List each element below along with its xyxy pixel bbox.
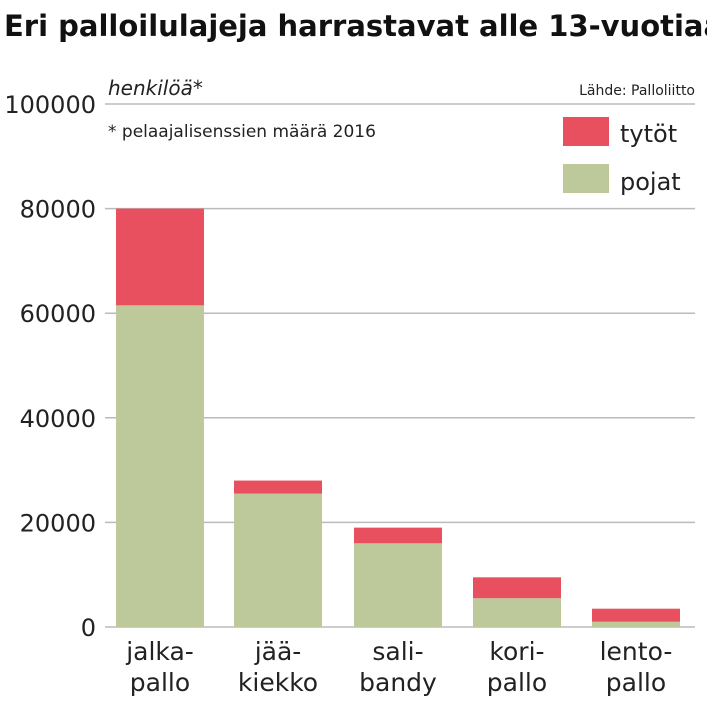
- y-tick-label: 100000: [4, 91, 96, 119]
- x-tick-label: jalka-: [125, 637, 194, 666]
- x-tick-label: lento-: [600, 637, 673, 666]
- bar-tytöt: [116, 208, 204, 306]
- x-tick-label: sali-: [372, 637, 423, 666]
- source-text: Lähde: Palloliitto: [579, 83, 695, 99]
- legend-swatch-pojat: [563, 164, 609, 193]
- x-tick-label: kiekko: [238, 668, 318, 697]
- y-axis-label: henkilöä*: [108, 76, 203, 100]
- legend-label-tytot: tytöt: [620, 120, 677, 148]
- y-tick-label: 20000: [20, 509, 96, 537]
- bar-tytöt: [473, 577, 561, 599]
- x-tick-label: pallo: [487, 668, 547, 697]
- bar-pojat: [354, 543, 442, 627]
- bar-tytöt: [592, 608, 680, 622]
- x-tick-label: jää-: [254, 637, 302, 666]
- y-tick-label: 60000: [20, 300, 96, 328]
- bar-pojat: [234, 493, 322, 627]
- y-tick-label: 40000: [20, 405, 96, 433]
- bar-tytöt: [234, 480, 322, 494]
- bar-pojat: [116, 305, 204, 627]
- chart-title: Eri palloilulajeja harrastavat alle 13-v…: [4, 9, 707, 43]
- y-tick-label: 0: [81, 614, 96, 642]
- legend-label-pojat: pojat: [620, 168, 681, 196]
- legend: tytöt pojat: [563, 117, 681, 196]
- bar-tytöt: [354, 527, 442, 544]
- legend-swatch-tytot: [563, 117, 609, 146]
- x-tick-label: bandy: [359, 668, 437, 697]
- bar-pojat: [592, 621, 680, 627]
- x-tick-label: kori-: [489, 637, 544, 666]
- y-tick-label: 80000: [20, 196, 96, 224]
- bar-pojat: [473, 598, 561, 627]
- x-tick-label: pallo: [130, 668, 190, 697]
- footnote: * pelaajalisenssien määrä 2016: [108, 122, 376, 142]
- x-tick-label: pallo: [606, 668, 666, 697]
